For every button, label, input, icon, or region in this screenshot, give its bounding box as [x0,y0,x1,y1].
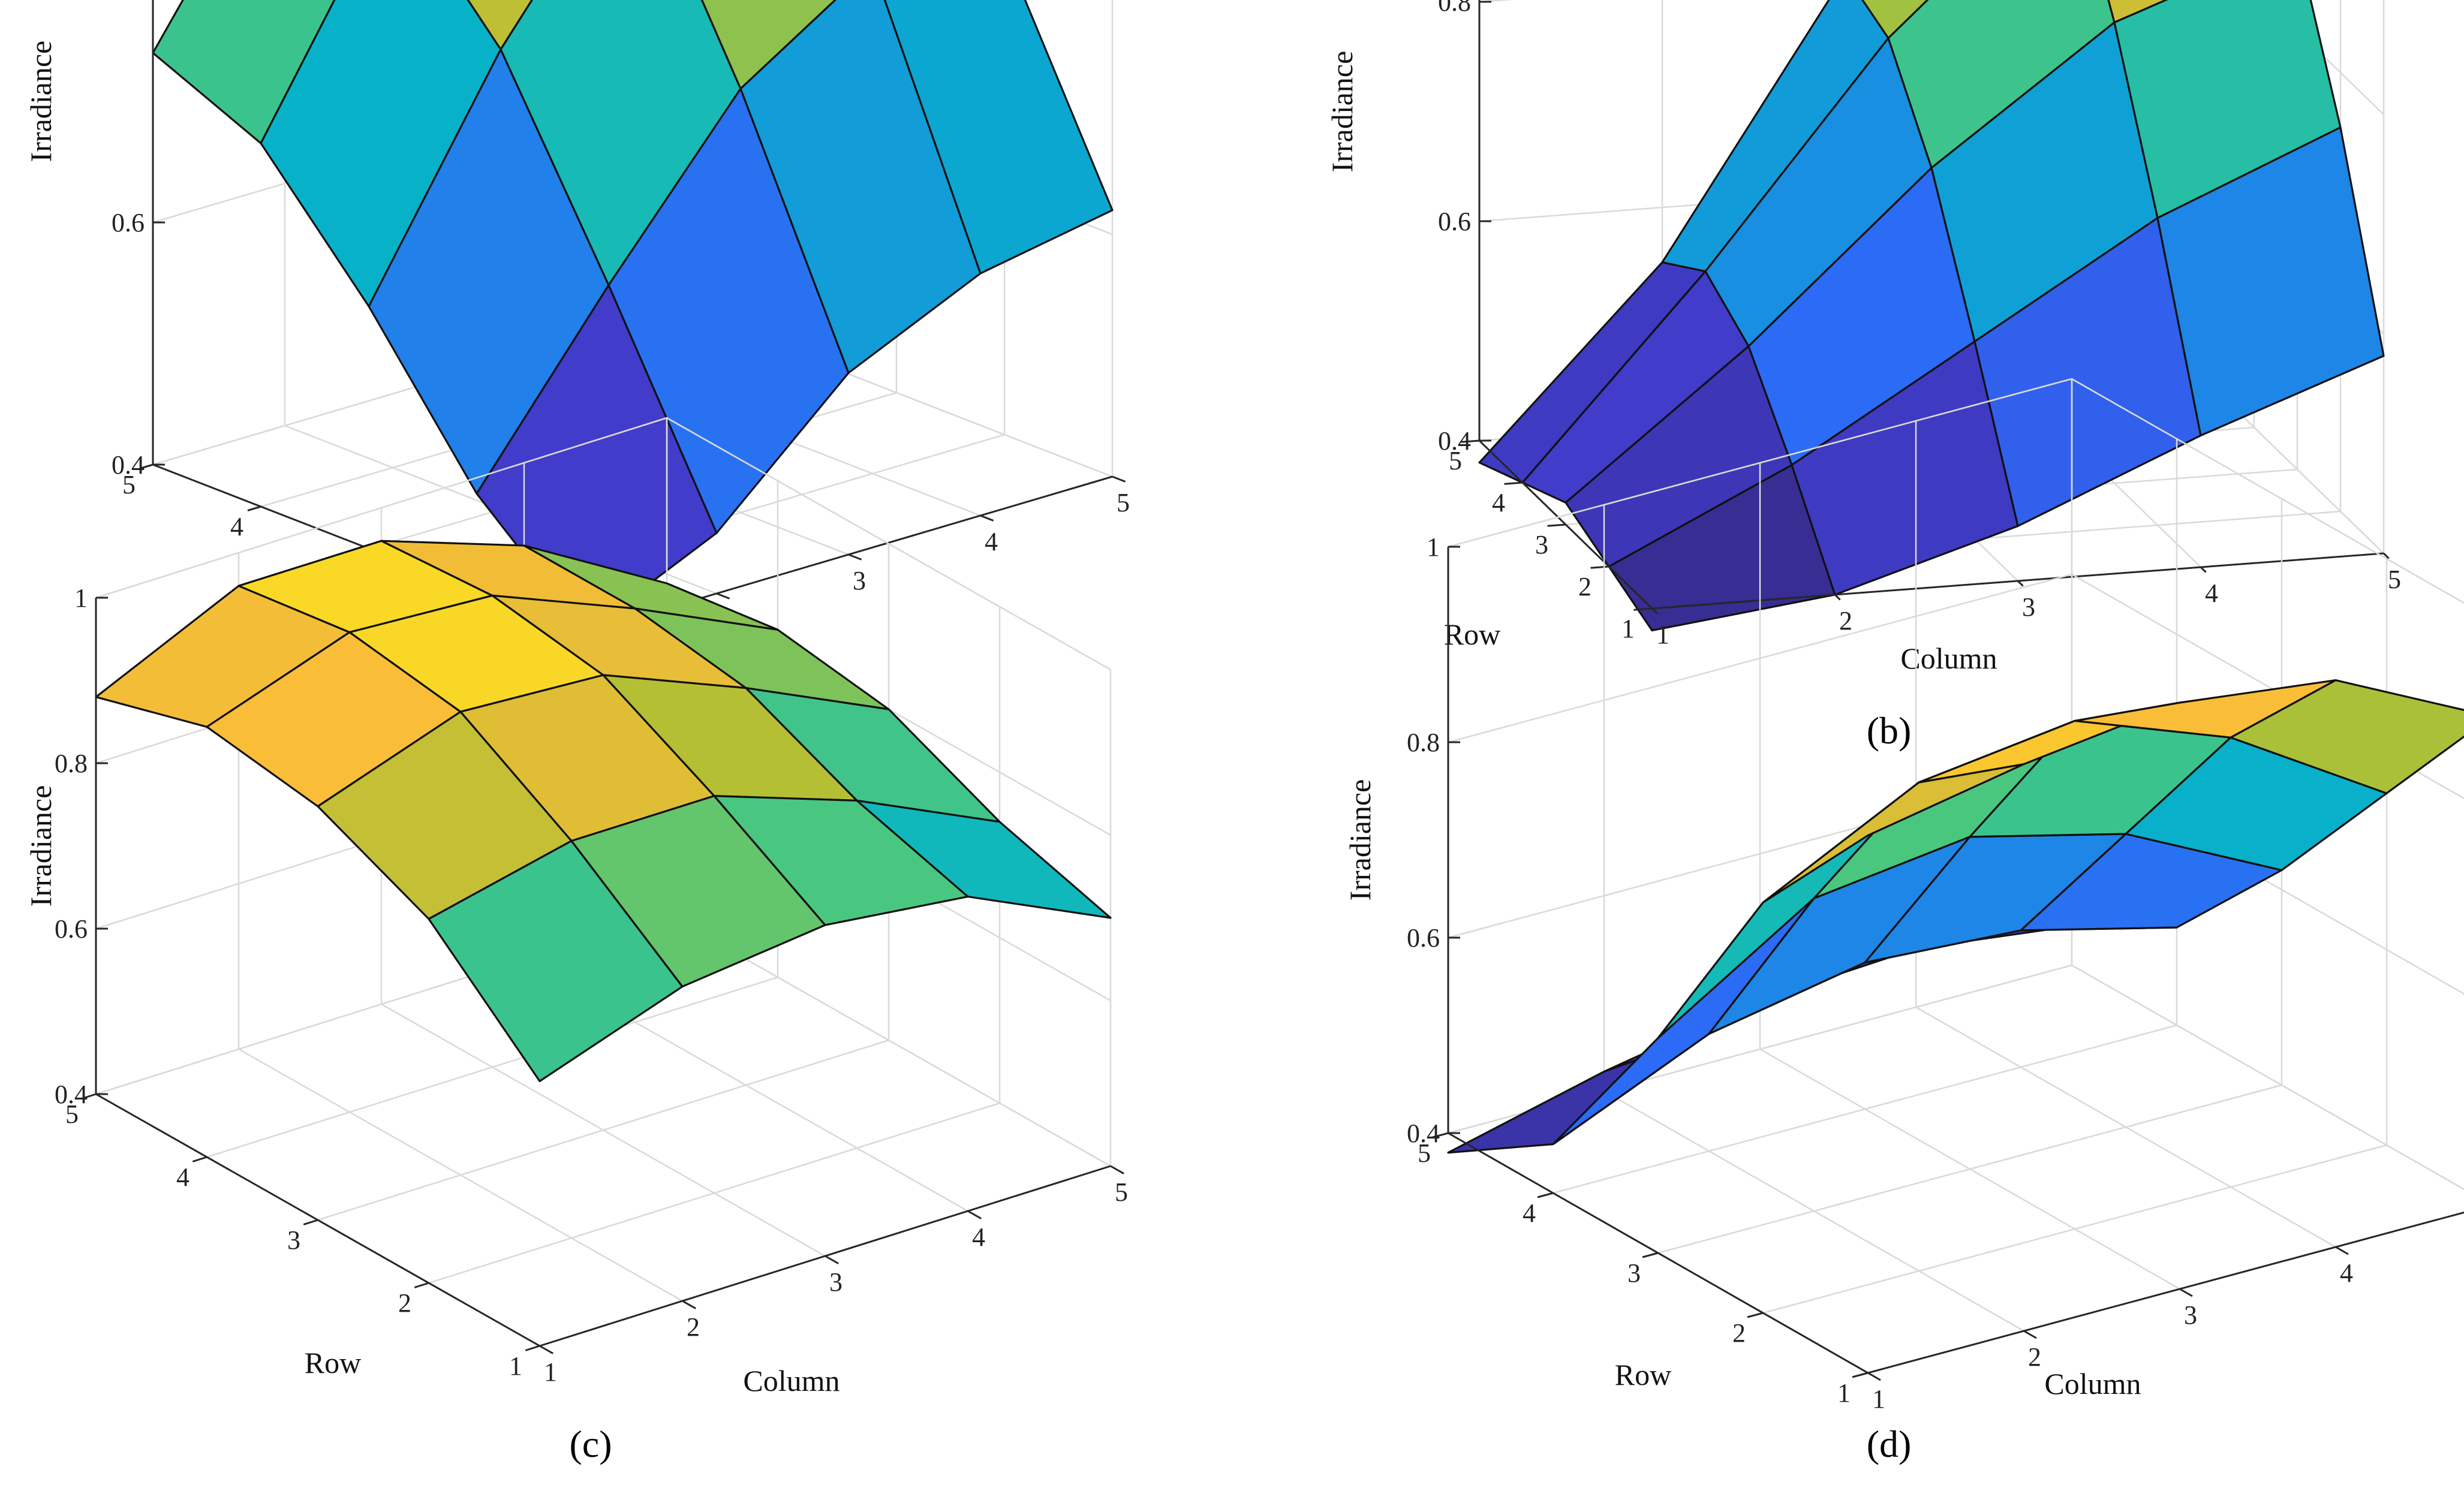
panel-b-row-tick: 2 [1578,572,1591,601]
panel-a-column-tick: 4 [985,527,998,556]
panel-b-row-tick: 1 [1621,614,1635,643]
panel-c-face-r1-c4 [856,799,1112,919]
panel-a-face-r1-c4 [883,0,1114,275]
panel-d-row-tick: 5 [1418,1138,1431,1168]
panel-d-column-tick: 4 [2340,1258,2353,1288]
panel-c-column-tick: 1 [544,1357,557,1387]
panel-d-column-tick: 2 [2028,1342,2041,1372]
panel-d-irradiance-tick: 1 [1427,532,1440,562]
panel-d-column-tick: 3 [2184,1300,2197,1330]
panel-c-caption: (c) [569,1423,612,1465]
panel-d-surface [1447,679,2464,1154]
panel-d-row-tick: 3 [1627,1258,1641,1288]
panel-a-row-tick: 4 [230,512,243,541]
panel-c: 12345123450.40.60.81IrradianceColumnRow(… [24,417,1128,1465]
panel-d: 12345123450.40.60.81IrradianceColumnRow(… [1343,378,2464,1465]
panel-c-zlabel: Irradiance [24,785,58,907]
panel-c-irradiance-tick: 0.6 [55,914,88,944]
panel-d-irradiance-tick: 0.8 [1407,728,1440,757]
panel-d-zlabel: Irradiance [1343,779,1377,901]
panel-a-irradiance-tick: 0.6 [112,208,145,237]
panel-c-irradiance-tick: 0.8 [55,749,88,778]
panel-d-irradiance-tick: 0.6 [1407,923,1440,953]
panel-d-ylabel: Row [1615,1358,1671,1391]
panel-a-zlabel: Irradiance [24,41,58,162]
panel-b: 12345123450.40.60.81IrradianceColumnRow(… [1325,0,2401,752]
panel-a-face-r4-c1 [152,0,336,144]
panel-d-row-tick: 1 [1837,1378,1851,1408]
panel-b-row-tick: 3 [1535,530,1548,559]
panel-c-row-tick: 1 [509,1351,522,1381]
panel-a: 12345123450.40.60.81IrradianceColumnRow(… [24,0,1130,752]
panel-c-row-tick: 5 [65,1100,79,1129]
panel-a-column-tick: 5 [1117,488,1130,517]
panel-b-column-tick: 4 [2205,579,2218,608]
panel-c-xlabel: Column [743,1364,840,1397]
panel-b-ylabel: Row [1444,618,1500,651]
panel-b-row-tick: 5 [1449,446,1462,475]
panel-b-face-r1-c4 [2156,126,2385,437]
panel-c-column-tick: 4 [972,1222,985,1252]
panel-c-column-tick: 3 [829,1267,843,1297]
panel-a-column-tick: 3 [853,566,866,595]
panel-b-face-r4-c3 [1861,0,1929,40]
panel-b-zlabel: Irradiance [1325,51,1359,173]
panel-b-irradiance-tick: 0.8 [1438,0,1471,17]
panel-d-row-tick: 4 [1523,1198,1536,1228]
panel-b-row-tick: 4 [1492,488,1505,517]
panel-d-irradiance-tick: 0.4 [1407,1119,1440,1148]
panel-b-column-tick: 1 [1656,620,1669,649]
panel-b-surface [1478,0,2385,632]
panel-b-irradiance-tick: 0.4 [1438,426,1471,456]
panel-c-column-tick: 2 [687,1312,700,1342]
panel-d-face-r3-c1 [1552,897,1815,1146]
panel-a-row-tick: 5 [122,470,136,499]
panel-c-irradiance-tick: 1 [74,583,88,613]
panel-a-face-r1-c3 [739,0,982,374]
panel-c-irradiance-tick: 0.4 [55,1080,88,1109]
panel-b-column-tick: 2 [1839,606,1852,635]
panel-d-face-r1-c4 [2230,679,2464,794]
panel-a-surface [152,0,1114,634]
panel-b-caption: (b) [1867,709,1912,752]
panel-c-row-tick: 4 [176,1162,189,1192]
panel-b-irradiance-tick: 0.6 [1438,207,1471,236]
panel-a-irradiance-tick: 0.4 [112,450,145,480]
panel-d-column-axis [1867,1211,2464,1374]
panel-b-column-tick: 3 [2022,592,2035,622]
panel-d-column-tick: 1 [1872,1384,1885,1414]
panel-c-surface [95,540,1112,1083]
panel-b-xlabel: Column [1900,641,1997,675]
panel-c-column-tick: 5 [1115,1177,1128,1207]
panel-c-ylabel: Row [305,1346,361,1379]
panel-c-row-tick: 3 [287,1225,300,1255]
panel-a-face-r3-c2 [467,0,534,51]
panel-d-xlabel: Column [2044,1367,2141,1400]
panel-d-row-tick: 2 [1732,1318,1746,1348]
panel-c-row-tick: 2 [398,1288,411,1318]
panel-d-caption: (d) [1867,1423,1912,1465]
panel-b-column-tick: 5 [2388,565,2401,594]
